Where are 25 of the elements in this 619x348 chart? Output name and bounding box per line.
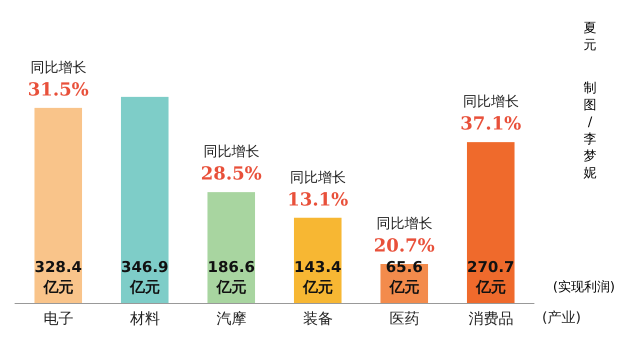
y-axis-title: (实现利润): [552, 280, 616, 295]
data-label: 143.4亿元: [294, 258, 342, 296]
data-label: 186.6亿元: [208, 258, 255, 296]
bar: [34, 108, 82, 303]
text: 制图/李梦妮: [584, 81, 596, 181]
data-label: 346.9亿元: [121, 258, 168, 296]
x-tick-label: 医药: [389, 310, 420, 328]
annotation: 同比增长 31.5%: [28, 60, 89, 100]
annotation: 同比增长 13.1%: [287, 170, 348, 210]
data-label: 65.6亿元: [386, 258, 423, 296]
annotation: 同比增长 37.1%: [460, 94, 522, 135]
bar: [466, 142, 515, 303]
text: 夏元: [584, 21, 596, 53]
x-tick-label: 材料: [128, 310, 160, 328]
annotation: 同比增长 20.7%: [374, 216, 435, 257]
bar: [207, 192, 256, 303]
x-axis-title: (产业): [542, 310, 581, 326]
x-tick-label: 消费品: [468, 310, 514, 328]
bar: [120, 96, 169, 303]
x-tick-label: 装备: [302, 310, 333, 328]
data-label: 328.4亿元: [34, 258, 82, 296]
x-tick-label: 汽摩: [216, 310, 246, 328]
data-label: 270.7亿元: [467, 258, 514, 296]
x-tick-label: 电子: [43, 310, 74, 328]
annotation: 同比增长 28.5%: [200, 144, 262, 185]
